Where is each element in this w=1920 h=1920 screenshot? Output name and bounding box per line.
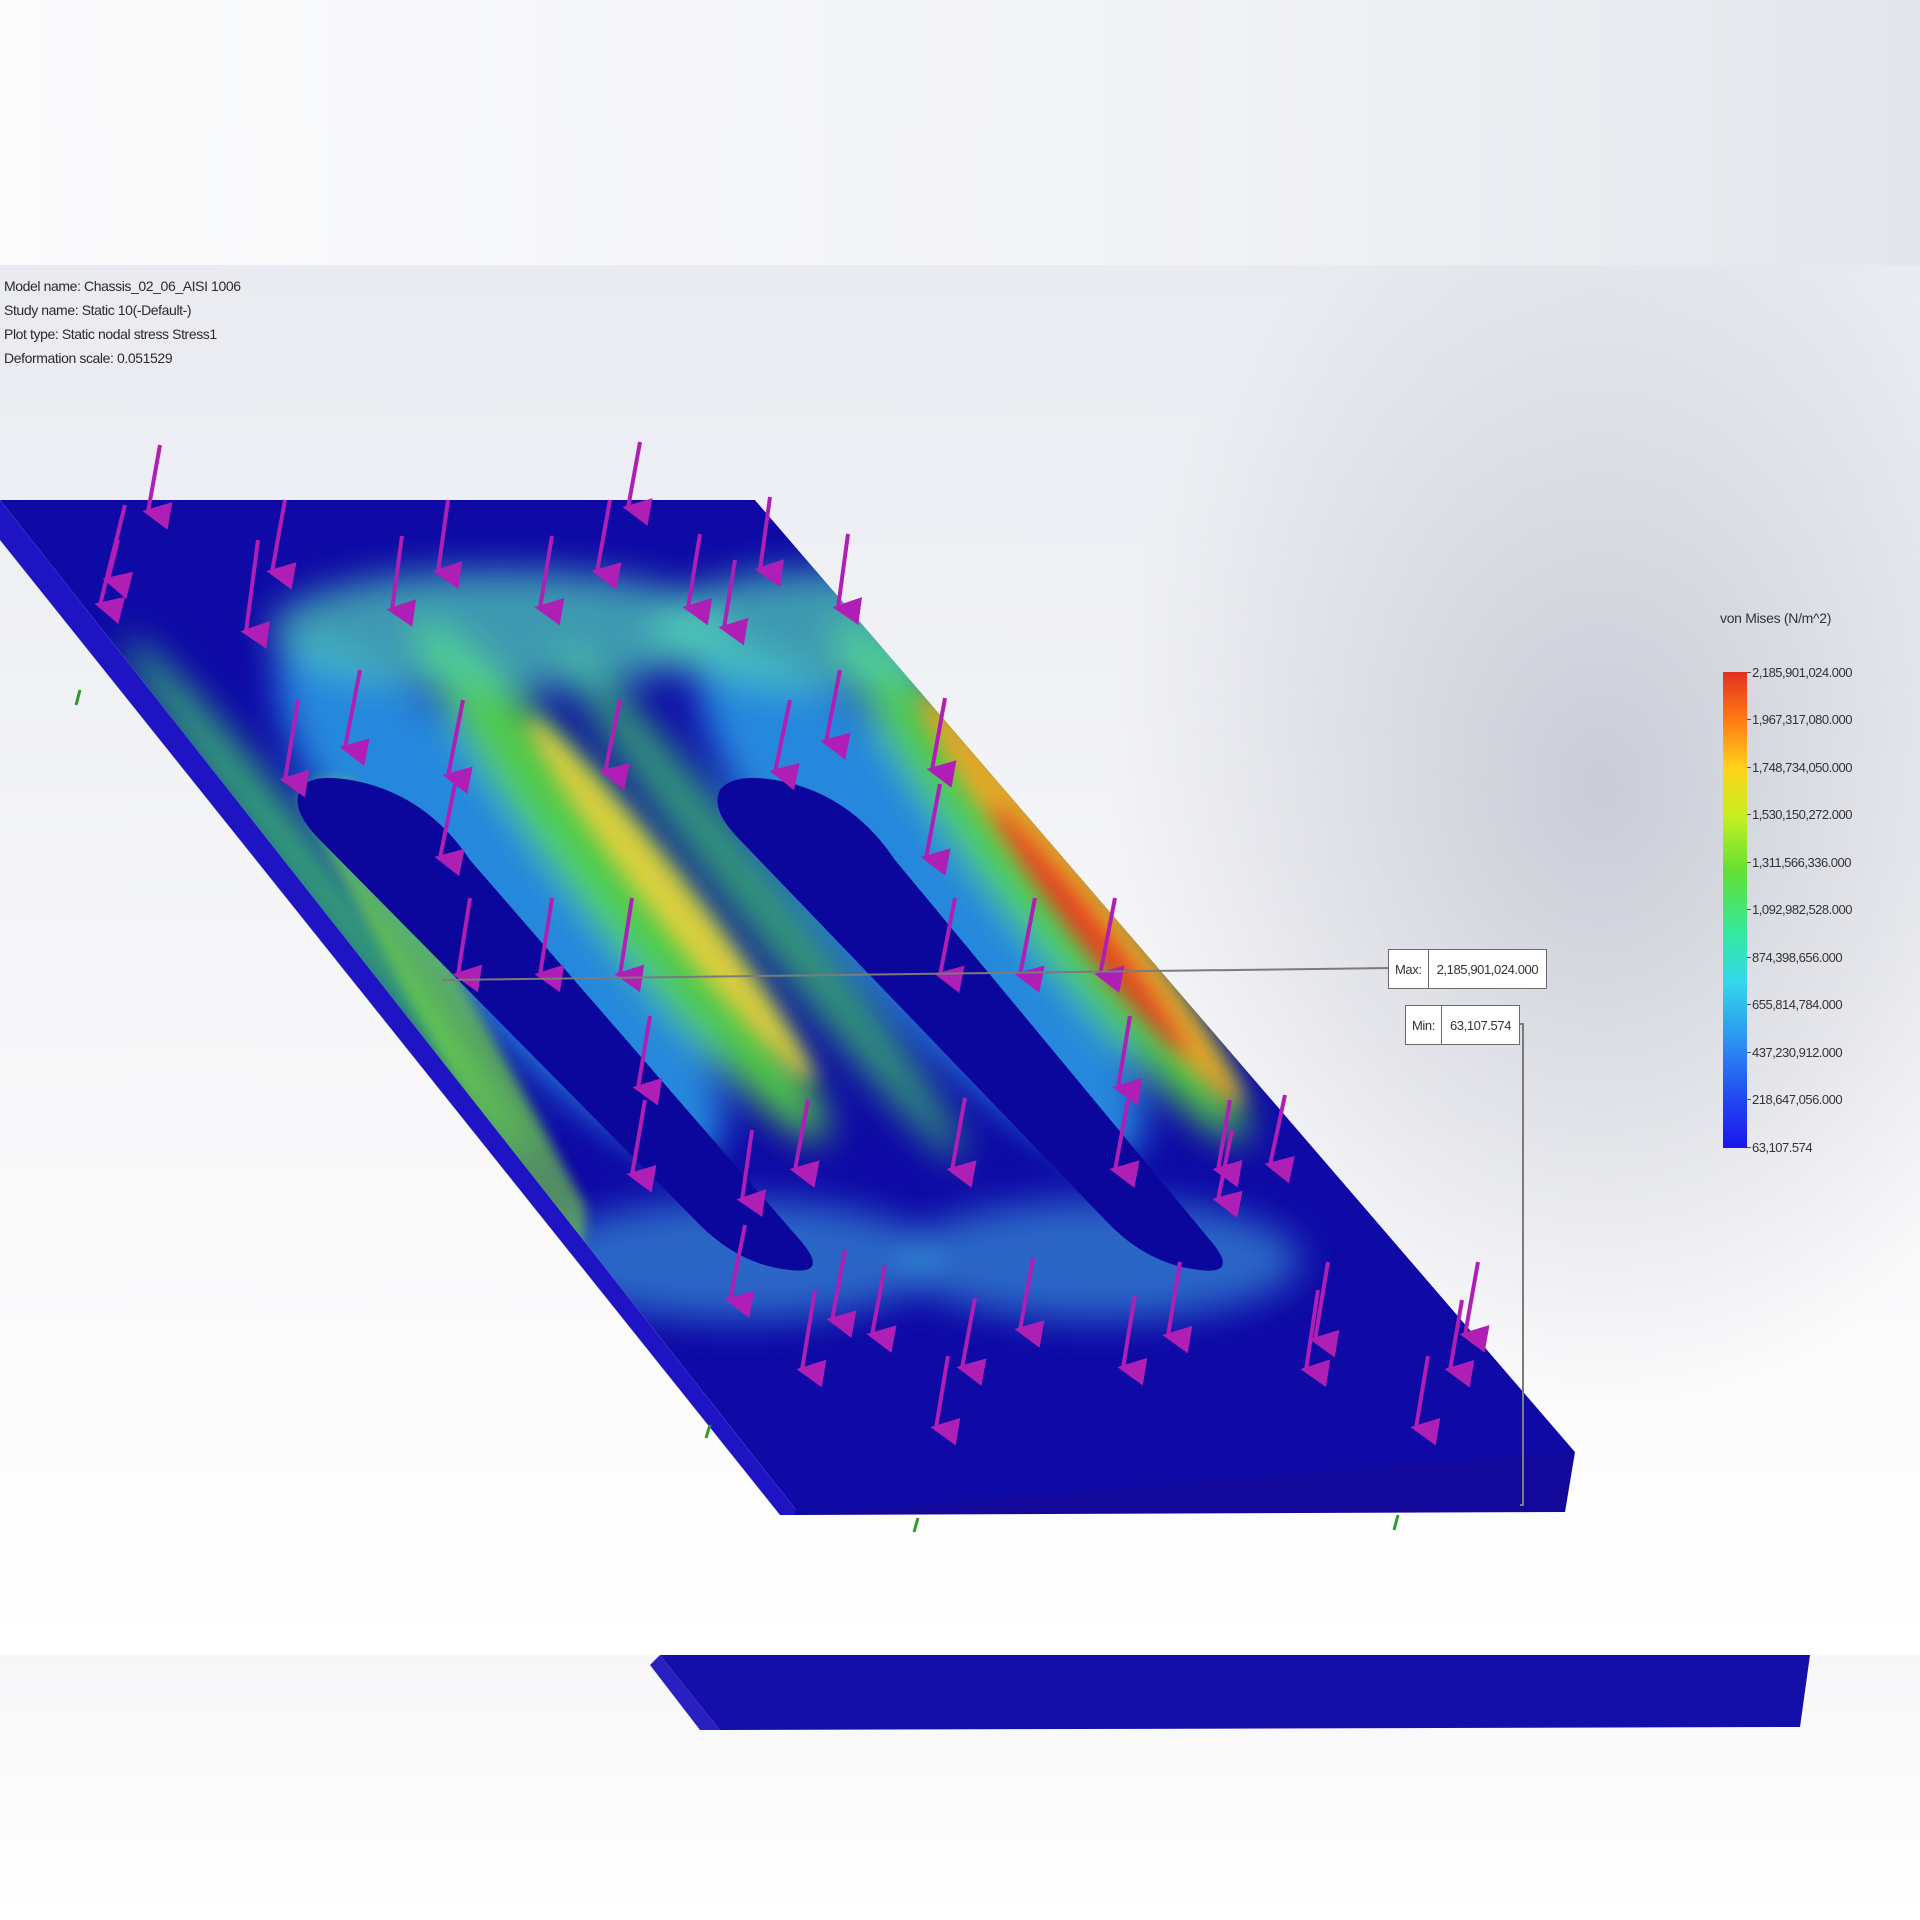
legend-tick: 655,814,784.000 <box>1746 997 1843 1012</box>
fixture-markers <box>74 689 1400 1533</box>
legend-tick: 1,092,982,528.000 <box>1747 902 1852 917</box>
bottom-reflection-area <box>0 1655 1920 1920</box>
slot-hole-left <box>297 777 813 1271</box>
max-stress-probe[interactable]: Max: 2,185,901,024.000 <box>1388 949 1548 989</box>
stress-color-legend[interactable]: von Mises (N/m^2) 2,185,901,024.000 1,96… <box>1700 610 1900 1170</box>
plate-top-surface <box>0 500 1575 1515</box>
legend-tick: 63,107.574 <box>1746 1140 1813 1155</box>
legend-tick: 218,647,056.000 <box>1746 1092 1843 1107</box>
legend-title: von Mises (N/m^2) <box>1720 610 1832 626</box>
slot-hole-right <box>717 777 1223 1271</box>
legend-tick: 1,748,734,050.000 <box>1747 760 1852 775</box>
study-name-text: Study name: Static 10(-Default-) <box>4 302 192 318</box>
legend-tick: 1,311,566,336.000 <box>1747 855 1851 870</box>
legend-tick: 2,185,901,024.000 <box>1747 665 1852 680</box>
reflected-plate-edge <box>650 1655 1810 1730</box>
max-probe-label: Max: <box>1389 950 1429 988</box>
min-probe-value: 63,107.574 <box>1449 1017 1512 1033</box>
legend-color-bar <box>1723 672 1747 1148</box>
top-blank-area <box>0 0 1920 265</box>
deformation-scale-text: Deformation scale: 0.051529 <box>4 350 173 366</box>
legend-tick: 1,530,150,272.000 <box>1747 807 1852 822</box>
legend-tick: 874,398,656.000 <box>1746 950 1843 965</box>
model-name-text: Model name: Chassis_02_06_AISI 1006 <box>4 278 241 294</box>
study-info-block: Model name: Chassis_02_06_AISI 1006 Stud… <box>4 274 241 370</box>
plot-type-text: Plot type: Static nodal stress Stress1 <box>4 326 217 342</box>
max-probe-value: 2,185,901,024.000 <box>1436 961 1539 977</box>
load-arrows <box>94 441 1490 1446</box>
min-probe-label: Min: <box>1406 1006 1442 1044</box>
legend-tick: 1,967,317,080.000 <box>1747 712 1852 727</box>
min-stress-probe[interactable]: Min: 63,107.574 <box>1405 1005 1521 1045</box>
legend-tick: 437,230,912.000 <box>1746 1045 1843 1060</box>
